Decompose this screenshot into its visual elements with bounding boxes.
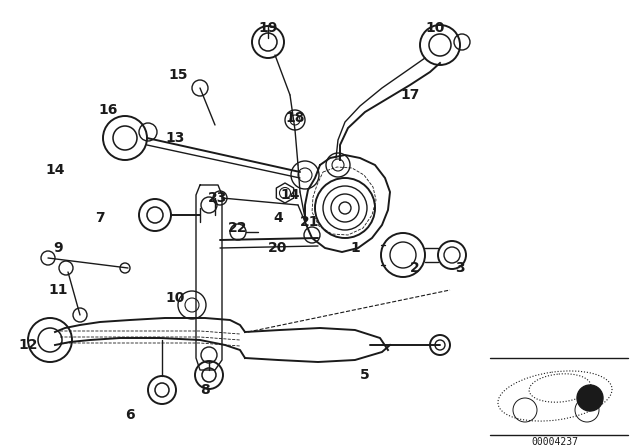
Text: 8: 8: [200, 383, 210, 397]
Text: 3: 3: [455, 261, 465, 275]
Text: 16: 16: [99, 103, 118, 117]
Text: 14: 14: [45, 163, 65, 177]
Text: 21: 21: [300, 215, 320, 229]
Text: 20: 20: [268, 241, 288, 255]
Circle shape: [577, 385, 603, 411]
Text: 6: 6: [125, 408, 135, 422]
Text: 00004237: 00004237: [531, 437, 579, 447]
Text: 10: 10: [165, 291, 185, 305]
Text: 1: 1: [350, 241, 360, 255]
Text: 11: 11: [48, 283, 68, 297]
Text: 10: 10: [426, 21, 445, 35]
Text: 15: 15: [168, 68, 188, 82]
Text: 22: 22: [228, 221, 248, 235]
Text: 13: 13: [165, 131, 185, 145]
Text: 4: 4: [273, 211, 283, 225]
Text: 19: 19: [259, 21, 278, 35]
Text: 7: 7: [95, 211, 105, 225]
Text: 5: 5: [360, 368, 370, 382]
Text: 9: 9: [53, 241, 63, 255]
Text: 2: 2: [410, 261, 420, 275]
Text: 18: 18: [285, 111, 305, 125]
Text: 12: 12: [19, 338, 38, 352]
Text: 23: 23: [208, 191, 228, 205]
Text: 14: 14: [280, 188, 300, 202]
Text: 17: 17: [400, 88, 420, 102]
